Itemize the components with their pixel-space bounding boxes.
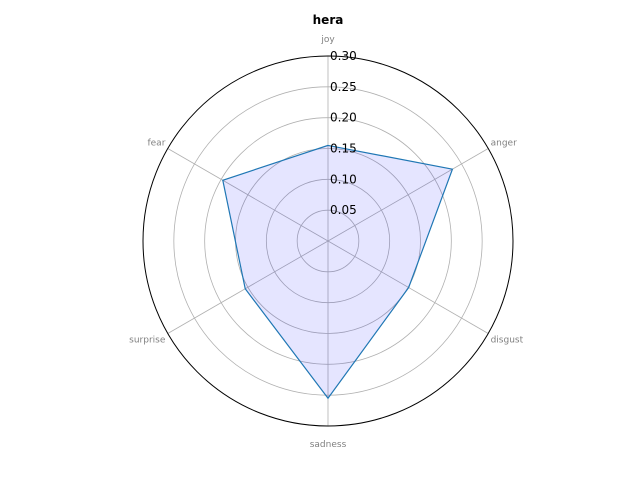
rtick-label-5: 0.30 [330, 49, 357, 63]
category-label-joy: joy [320, 35, 335, 45]
spoke-disgust [327, 240, 489, 334]
category-labels: joy anger disgust sadness surprise fear [129, 35, 523, 450]
category-label-disgust: disgust [491, 336, 524, 346]
chart-title: hera [313, 13, 344, 27]
spoke-anger [327, 148, 489, 242]
spoke-fear [167, 148, 329, 242]
radial-tick-labels: 0.05 0.10 0.15 0.20 0.25 0.30 [330, 49, 357, 217]
polar-frame [142, 55, 514, 427]
spokes [167, 56, 489, 426]
rtick-label-3: 0.20 [330, 111, 357, 125]
category-label-anger: anger [491, 139, 517, 149]
rtick-label-0: 0.05 [330, 203, 357, 217]
data-series [222, 144, 454, 400]
category-label-fear: fear [147, 139, 165, 149]
category-label-surprise: surprise [129, 336, 166, 346]
rtick-label-2: 0.15 [330, 142, 357, 156]
spoke-surprise [167, 240, 329, 334]
category-label-sadness: sadness [310, 440, 347, 450]
rtick-label-4: 0.25 [330, 80, 357, 94]
rtick-label-1: 0.10 [330, 172, 357, 186]
outer-frame-circle [142, 55, 514, 427]
